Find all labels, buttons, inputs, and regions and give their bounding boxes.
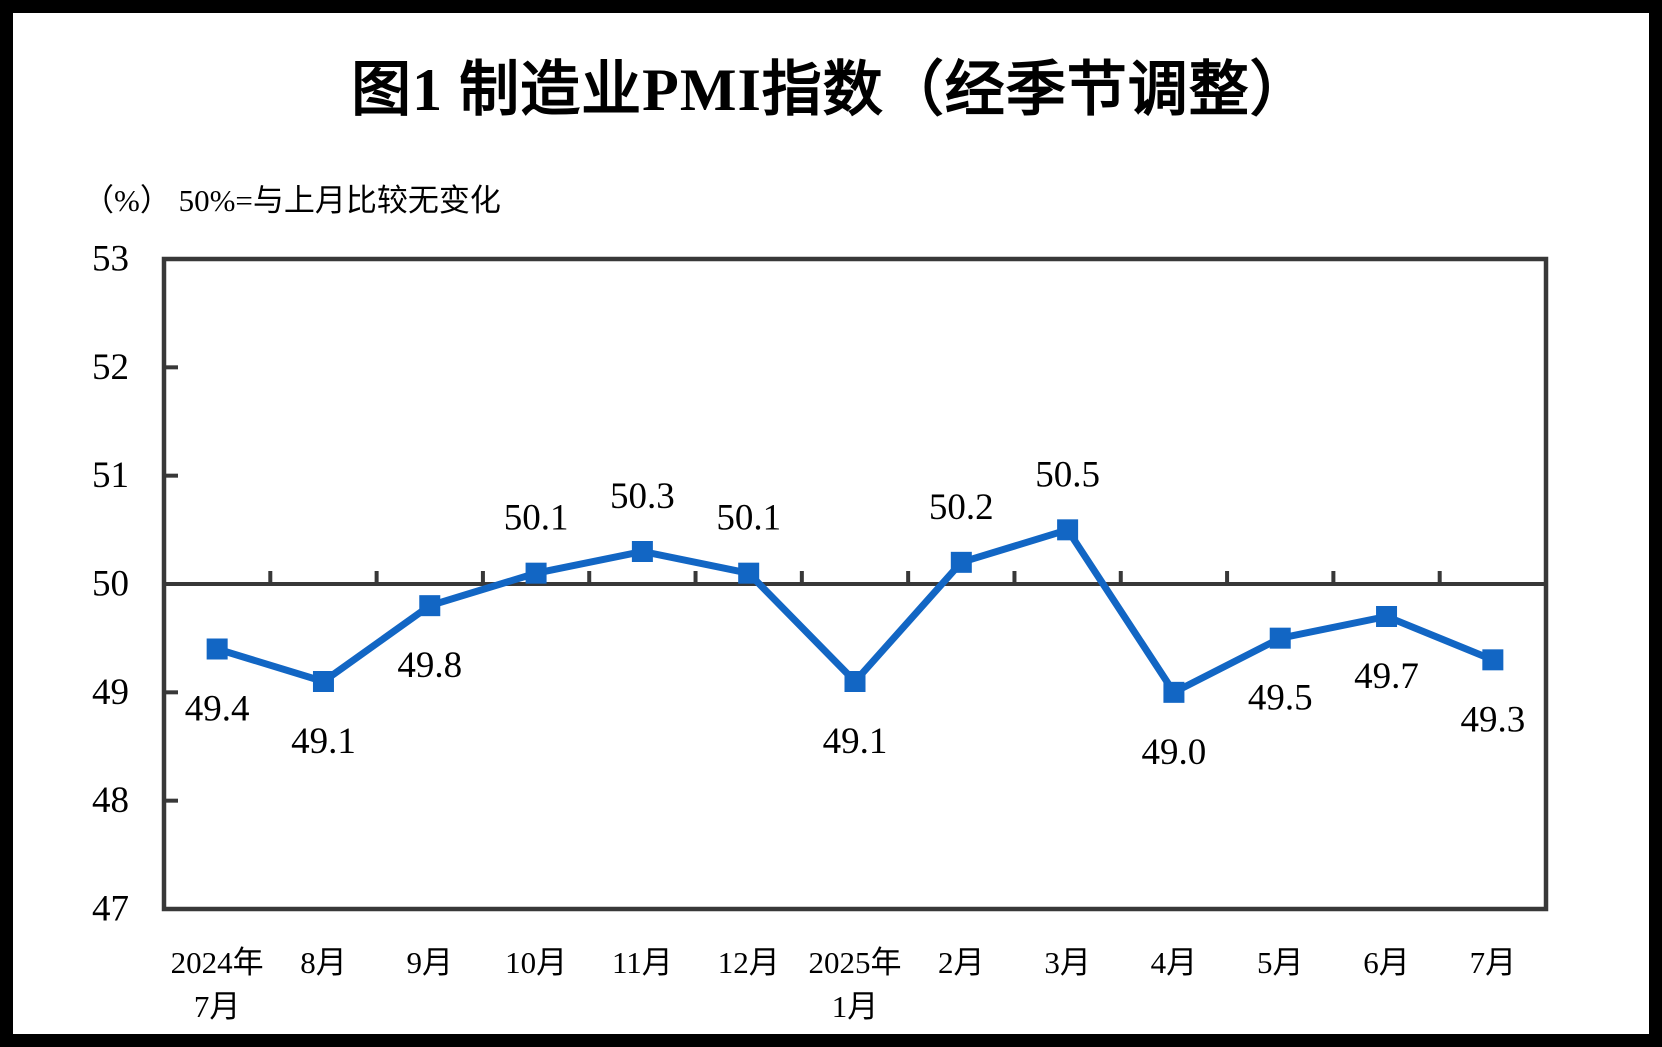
data-point-label: 49.0: [1142, 732, 1207, 773]
data-point-marker: [1057, 519, 1079, 541]
data-point-label: 49.1: [291, 721, 356, 762]
data-point-label: 50.1: [716, 498, 781, 539]
data-point-marker: [1376, 606, 1398, 627]
data-point-marker: [844, 671, 866, 692]
y-axis-label: 47: [92, 889, 129, 930]
data-point-marker: [1163, 681, 1185, 703]
x-axis-label: 4月: [1151, 945, 1198, 980]
data-point-label: 50.1: [504, 498, 569, 539]
y-axis-label: 49: [92, 672, 129, 713]
data-point-label: 50.3: [610, 476, 675, 517]
data-point-label: 49.4: [185, 689, 250, 730]
data-point-label: 49.8: [397, 645, 462, 686]
data-point-marker: [1482, 649, 1504, 671]
data-point-label: 49.1: [823, 721, 888, 762]
data-point-marker: [1269, 627, 1291, 649]
data-point-marker: [312, 671, 334, 692]
data-point-marker: [206, 638, 228, 660]
chart-title: 图1 制造业PMI指数（经季节调整）: [351, 57, 1311, 123]
data-point-marker: [950, 551, 972, 573]
data-point-marker: [738, 562, 760, 584]
data-point-label: 50.2: [929, 487, 994, 528]
data-point-label: 50.5: [1035, 454, 1100, 495]
data-point-marker: [419, 595, 441, 617]
y-axis-label: 48: [92, 780, 129, 821]
y-axis-label: 52: [92, 347, 129, 388]
x-axis-label: 9月: [407, 945, 454, 980]
x-axis-label: 2024年 7月: [171, 945, 264, 1024]
x-axis-label: 3月: [1044, 945, 1091, 980]
x-axis-label: 8月: [300, 945, 347, 980]
x-axis-label: 6月: [1363, 945, 1410, 980]
data-point-label: 49.3: [1460, 699, 1525, 740]
x-axis-label: 2月: [938, 945, 985, 980]
data-point-label: 49.5: [1248, 678, 1313, 719]
x-axis-label: 12月: [718, 945, 780, 980]
data-point-label: 49.7: [1354, 656, 1419, 697]
x-axis-label: 7月: [1470, 945, 1517, 980]
x-axis-label: 11月: [612, 945, 673, 980]
x-axis-label: 2025年 1月: [809, 945, 902, 1024]
y-axis-label: 51: [92, 455, 129, 496]
chart-area: 图1 制造业PMI指数（经季节调整） （%） 50%=与上月比较无变化 47 48…: [13, 13, 1649, 1034]
data-point-marker: [525, 562, 547, 584]
axis-unit-note: （%） 50%=与上月比较无变化: [83, 183, 501, 218]
data-point-marker: [631, 541, 653, 562]
pmi-line-chart: 47 48 49 50 51 52 53 2024年 7月 8月 9月 10月 11月 12月 2025年 1…: [92, 239, 1549, 1024]
y-axis-label: 53: [92, 239, 129, 280]
y-axis-label: 50: [92, 564, 129, 605]
x-axis-label: 5月: [1257, 945, 1304, 980]
x-axis-label: 10月: [505, 945, 567, 980]
